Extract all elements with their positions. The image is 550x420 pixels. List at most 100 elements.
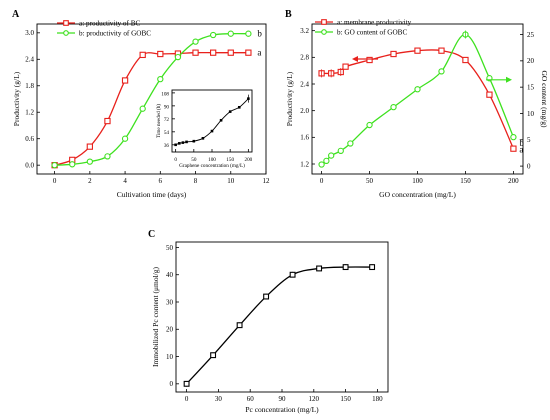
series-b-point	[414, 86, 421, 93]
y-tick-label: 108	[161, 91, 169, 97]
series-b-point	[86, 158, 93, 165]
x-tick-label: 50	[191, 157, 197, 163]
series-b-point	[174, 53, 182, 61]
inset-x-axis-label: Graphene concentration (mg/L)	[179, 162, 245, 169]
series-a-point	[486, 91, 493, 98]
series-b-point	[192, 38, 199, 45]
series-a-point	[121, 77, 129, 84]
series-b-point	[347, 140, 354, 147]
y-tick-label: 3.2	[300, 27, 309, 35]
series-b-point	[69, 161, 76, 168]
x-tick-label: 0	[185, 395, 189, 403]
x-tick-label: 200	[508, 177, 519, 185]
x-tick-label: 60	[247, 395, 255, 403]
inset-point	[192, 139, 196, 143]
series-b-point	[510, 134, 517, 141]
x-axis-label: GO concentration (mg/L)	[379, 190, 456, 199]
x-tick-label: 2	[88, 177, 92, 185]
x-tick-label: 150	[460, 177, 471, 185]
inset-point	[219, 118, 223, 122]
legend-marker	[321, 29, 327, 35]
y-tick-label: 40	[166, 271, 174, 279]
y-tick-label: 0.6	[25, 135, 34, 143]
y-right-tick-label: 15	[527, 84, 535, 92]
plot-frame	[36, 23, 267, 175]
y-tick-label: 2.4	[300, 80, 309, 88]
x-tick-label: 180	[372, 395, 383, 403]
series-a-point	[210, 49, 217, 56]
series-b-point	[121, 135, 129, 142]
series-tag: b	[257, 29, 262, 39]
x-tick-label: 6	[159, 177, 163, 185]
series-a-point	[342, 63, 349, 70]
series-b-point	[390, 104, 397, 111]
series-tag: b	[519, 138, 524, 148]
x-tick-label: 12	[263, 177, 271, 185]
series-b-arrow-head	[506, 76, 512, 83]
inset-chart: 0 50 100 150 200 36 54 72 90 108 Graphene concentr…	[155, 84, 258, 169]
series-a-point	[86, 143, 93, 150]
series-c-point	[342, 264, 349, 271]
series-b-point	[139, 105, 146, 112]
series-a-point	[414, 47, 421, 54]
legend-marker	[63, 20, 69, 26]
series-a-point	[510, 145, 517, 152]
legend-marker	[321, 19, 327, 25]
series-a-arrow-head	[352, 56, 358, 62]
y-axis-label: Immobilized Pc content (μmol/g)	[151, 266, 160, 367]
y-tick-label: 2.0	[300, 107, 309, 115]
inset-point	[181, 141, 185, 144]
y-tick-label: 1.2	[25, 109, 34, 117]
inset-point	[228, 110, 232, 113]
y-right-tick-label: 20	[527, 57, 535, 65]
series-a-point	[139, 51, 146, 59]
series-a-point	[192, 49, 199, 56]
series-b-point	[51, 162, 58, 169]
chart-panel-a: A 0 2 4 6 8 10 12 0.0 0.6 1.2 1.8 2.4 3.0 Cultivation …	[12, 9, 270, 199]
y-right-tick-label: 25	[527, 31, 535, 39]
y-right-tick-label: 10	[527, 110, 535, 118]
plot-frame	[175, 241, 389, 393]
series-b-point	[210, 31, 217, 39]
x-axis-label: Cultivation time (days)	[117, 190, 187, 199]
inset-point	[247, 97, 250, 100]
y-tick-label: 0	[170, 380, 174, 388]
x-tick-label: 150	[226, 157, 234, 163]
y-tick-label: 54	[164, 130, 170, 136]
series-c-point	[289, 271, 296, 278]
y-tick-label: 1.6	[300, 134, 309, 142]
y-tick-label: 50	[166, 244, 174, 252]
panel-label: B	[285, 9, 292, 20]
x-tick-label: 8	[194, 177, 198, 185]
x-tick-label: 100	[208, 157, 216, 163]
x-axis-label: Pc concentration (mg/L)	[245, 405, 319, 414]
series-a-point	[104, 117, 111, 125]
inset-point	[201, 137, 205, 140]
series-b-point	[245, 30, 252, 37]
y-tick-label: 2.4	[25, 56, 34, 64]
series-c-point	[210, 352, 217, 359]
x-tick-label: 0	[320, 177, 324, 185]
y-tick-label: 2.8	[300, 54, 309, 62]
legend-label: a: productivity of BC	[79, 20, 140, 28]
y-tick-label: 1.8	[25, 82, 34, 90]
inset-point	[185, 140, 188, 144]
series-a-point	[227, 49, 234, 56]
chart-panel-c: C 0 30 60 90 120 150 180 0 10 20 30 40 50 Pc concentra…	[148, 229, 389, 414]
series-a-point	[366, 56, 373, 64]
series-tag: a	[519, 145, 523, 155]
series-c-point	[316, 265, 323, 272]
legend-marker	[63, 30, 69, 36]
x-tick-label: 120	[309, 395, 320, 403]
x-tick-label: 10	[227, 177, 235, 185]
series-c-point	[183, 380, 190, 387]
y-axis-label: Productivity (g/L)	[12, 71, 21, 126]
series-a-point	[157, 50, 164, 58]
series-a-line	[321, 49, 515, 149]
series-a-point	[438, 47, 445, 54]
x-tick-label: 90	[279, 395, 287, 403]
inset-y-axis-label: Time needed (h)	[155, 104, 162, 138]
x-tick-label: 30	[215, 395, 223, 403]
legend-label: a: membrane productivity	[337, 19, 412, 27]
